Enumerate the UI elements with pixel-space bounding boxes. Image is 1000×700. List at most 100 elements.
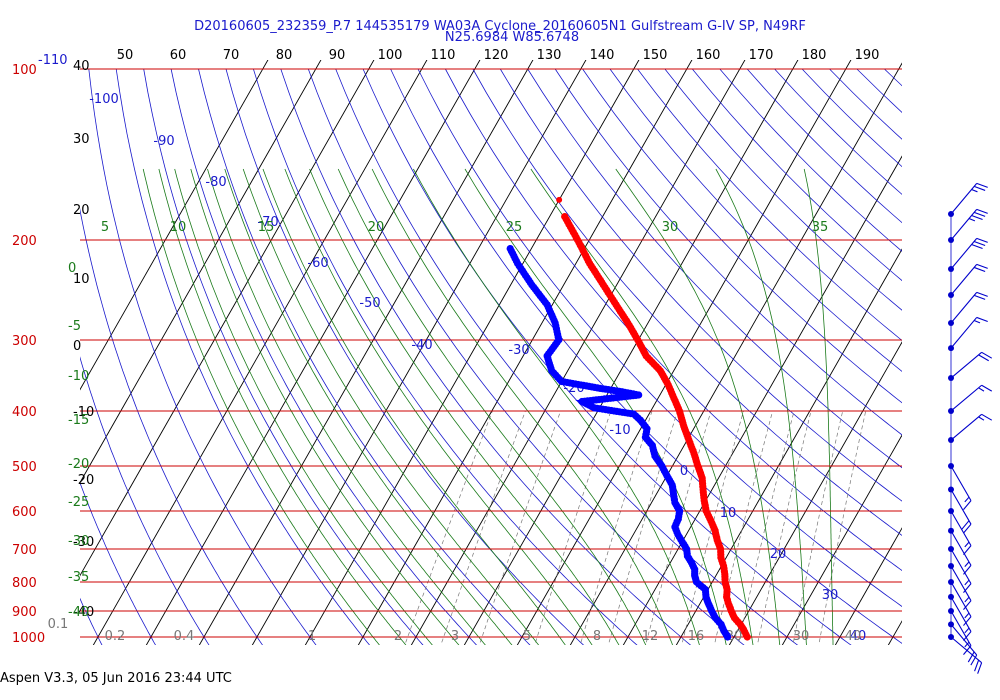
wind-barb-flag bbox=[976, 208, 988, 214]
wind-level-dot bbox=[948, 507, 954, 514]
dry-adiabat-line bbox=[335, 68, 799, 645]
mixing-ratio-line bbox=[792, 410, 844, 645]
dry-adiabat-label: 30 bbox=[822, 588, 839, 603]
moist-adiabat-label: -25 bbox=[68, 495, 89, 510]
top-axis-tick-label: 90 bbox=[329, 48, 346, 63]
dry-adiabat-label: -40 bbox=[411, 338, 432, 353]
top-axis-tick-label: 60 bbox=[170, 48, 187, 63]
wind-barb-flag bbox=[976, 182, 988, 188]
wind-barb-half-flag bbox=[964, 612, 970, 619]
dry-adiabat-label: -10 bbox=[609, 423, 630, 438]
top-axis-tick-label: 150 bbox=[643, 48, 668, 63]
wind-barb bbox=[948, 578, 972, 626]
wind-barb-staff bbox=[950, 581, 972, 617]
wind-barb-flag bbox=[976, 237, 988, 243]
wind-barb-half-flag bbox=[978, 416, 985, 421]
wind-barb-flag bbox=[973, 294, 986, 300]
mixing-ratio-label: 1 bbox=[308, 629, 316, 644]
dry-adiabat-line bbox=[445, 68, 902, 571]
isotherm-line bbox=[251, 60, 587, 645]
mixing-ratio-line bbox=[478, 410, 561, 645]
wind-barb-flag bbox=[981, 413, 993, 421]
pressure-tick-label: 1000 bbox=[12, 631, 45, 646]
wind-barb-flag bbox=[981, 384, 993, 392]
pressure-tick-label: 800 bbox=[12, 576, 37, 591]
mixing-ratio-line bbox=[579, 410, 653, 645]
mixing-ratio-line bbox=[713, 410, 774, 645]
mixing-ratio-label: 0.2 bbox=[105, 629, 126, 644]
moist-adiabat-label: -40 bbox=[68, 605, 89, 620]
wind-barb-flag bbox=[978, 354, 989, 362]
isobar-layer bbox=[80, 68, 902, 638]
wind-barb-flag bbox=[963, 565, 972, 575]
version-stamp: Aspen V3.3, 05 Jun 2016 23:44 UTC bbox=[0, 671, 232, 686]
mixing-ratio-label: 12 bbox=[642, 629, 659, 644]
dry-adiabat-line bbox=[80, 207, 263, 645]
wind-barb-staff bbox=[950, 530, 972, 566]
isotherm-line bbox=[781, 434, 902, 645]
isotherm-label: -10 bbox=[73, 405, 94, 420]
wind-barb-staff bbox=[950, 208, 978, 241]
top-axis-tick-label: 180 bbox=[802, 48, 827, 63]
dry-adiabat-label: -50 bbox=[359, 296, 380, 311]
dry-adiabat-label: -80 bbox=[205, 175, 226, 190]
wind-barb-half-flag bbox=[968, 218, 976, 222]
wind-barb bbox=[948, 463, 972, 510]
wind-barb-flag bbox=[973, 211, 986, 217]
isotherm-line bbox=[463, 60, 799, 645]
wind-barb-staff bbox=[950, 351, 982, 379]
moist-adiabat-label: 20 bbox=[368, 220, 385, 235]
wind-barb bbox=[948, 316, 988, 352]
mixing-ratio-line bbox=[756, 410, 812, 645]
dry-adiabat-label: -100 bbox=[89, 92, 119, 107]
wind-barb-half-flag bbox=[971, 188, 978, 193]
dry-adiabat-line bbox=[390, 68, 902, 644]
mixing-ratio-label: 40 bbox=[845, 629, 862, 644]
dry-adiabat-line bbox=[280, 68, 692, 645]
dry-adiabat-label: 20 bbox=[770, 547, 787, 562]
wind-barb-flag bbox=[961, 520, 970, 531]
dry-adiabat-line bbox=[554, 68, 902, 436]
trace-layer bbox=[506, 196, 751, 641]
isotherm-line bbox=[304, 60, 640, 645]
dry-adiabat-line bbox=[472, 68, 902, 536]
wind-barb-half-flag bbox=[964, 579, 970, 586]
top-axis-tick-label: 80 bbox=[276, 48, 293, 63]
wind-barb-half-flag bbox=[964, 541, 970, 548]
wind-barb-staff bbox=[950, 413, 982, 441]
wind-barb bbox=[948, 593, 972, 641]
mixing-ratio-label: 0.4 bbox=[174, 629, 195, 644]
top-axis-tick-label: 110 bbox=[431, 48, 456, 63]
moist-adiabat-label: 15 bbox=[258, 220, 275, 235]
wind-barb-flag bbox=[976, 316, 988, 322]
wind-barb-half-flag bbox=[964, 496, 970, 503]
top-axis-tick-label: 100 bbox=[378, 48, 403, 63]
wind-barb-flag bbox=[967, 651, 975, 663]
moist-adiabat-label: 35 bbox=[812, 220, 829, 235]
dry-adiabat-line bbox=[637, 68, 902, 342]
temperature-trace-point bbox=[561, 213, 569, 221]
wind-barb bbox=[948, 608, 972, 655]
wind-barb bbox=[948, 507, 972, 555]
wind-barb-flag bbox=[963, 600, 972, 610]
dry-adiabat-label: 40 bbox=[850, 629, 867, 644]
isotherm-line bbox=[569, 62, 902, 645]
isotherm-line bbox=[80, 60, 322, 484]
wind-barb-flag bbox=[963, 616, 972, 626]
wind-barb bbox=[948, 263, 988, 299]
wind-barb-staff bbox=[950, 238, 978, 270]
wind-barb bbox=[948, 634, 983, 674]
isotherm-line bbox=[80, 60, 269, 391]
mixing-ratio-line bbox=[645, 410, 712, 645]
wind-barb-staff bbox=[950, 182, 978, 215]
dry-adiabat-line bbox=[664, 68, 902, 311]
moist-adiabat-label: -30 bbox=[68, 534, 89, 549]
wind-barb bbox=[948, 563, 972, 610]
moist-adiabat-label: -10 bbox=[68, 369, 89, 384]
dewpoint-trace-point bbox=[506, 245, 514, 253]
wind-barb-half-flag bbox=[964, 627, 970, 634]
moist-adiabat-label: 25 bbox=[506, 220, 523, 235]
wind-barb-flag bbox=[963, 523, 972, 534]
pressure-tick-label: 200 bbox=[12, 234, 37, 249]
